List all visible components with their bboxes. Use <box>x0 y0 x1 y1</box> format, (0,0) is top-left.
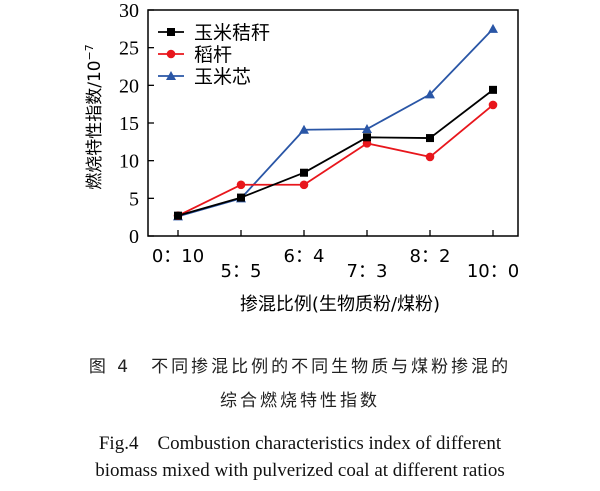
y-axis-label: 燃烧特性指数/10−7 <box>83 44 105 190</box>
data-point-s0-0 <box>174 211 182 220</box>
caption-chinese-line2: 综合燃烧特性指数 <box>220 391 380 411</box>
legend-marker-0 <box>167 28 175 36</box>
x-tick-label: 10：0 <box>467 261 519 282</box>
legend-label-2: 玉米芯 <box>194 66 251 88</box>
x-tick-label: 7：3 <box>347 261 388 282</box>
data-point-s1-4 <box>425 152 435 162</box>
series-line-1 <box>177 104 494 217</box>
y-tick-label: 30 <box>119 0 139 22</box>
data-point-s1-1 <box>236 180 246 190</box>
data-point-s2-4 <box>425 89 435 99</box>
data-point-s2-5 <box>488 23 498 33</box>
y-tick-label: 20 <box>119 75 139 97</box>
x-tick-label: 5：5 <box>221 261 262 282</box>
caption-english-line1: Fig.4 Combustion characteristics index o… <box>98 433 502 454</box>
chart-series-layer <box>173 23 498 221</box>
data-point-s0-2 <box>300 168 308 177</box>
data-point-s0-3 <box>363 133 371 142</box>
x-tick-label: 6：4 <box>284 246 325 267</box>
x-tick-label: 8：2 <box>410 246 451 267</box>
legend-label-1: 稻杆 <box>194 44 232 66</box>
x-tick-label: 0：10 <box>152 246 204 267</box>
series-line-0 <box>177 89 494 217</box>
y-tick-label: 25 <box>119 38 139 60</box>
caption-english-line2: biomass mixed with pulverized coal at di… <box>95 460 505 481</box>
y-tick-label: 15 <box>119 113 139 135</box>
data-point-s0-1 <box>237 193 245 202</box>
legend-marker-1 <box>166 49 176 59</box>
y-tick-label: 0 <box>129 226 139 248</box>
data-point-s1-5 <box>488 100 498 110</box>
legend-label-0: 玉米秸秆 <box>194 22 270 44</box>
data-point-s0-4 <box>426 134 434 143</box>
data-point-s2-3 <box>362 124 372 134</box>
y-tick-label: 10 <box>119 151 139 173</box>
caption-chinese-line1: 图 4 不同掺混比例的不同生物质与煤粉掺混的 <box>88 357 512 377</box>
chart-svg: 0 5 10 15 20 25 30 0：10 5：5 6：4 7：3 8：2 10：0 掺混比例(生物质… <box>83 0 519 315</box>
data-point-s1-2 <box>299 180 309 190</box>
data-point-s2-2 <box>299 124 309 134</box>
y-axis-label-exponent: −7 <box>83 44 96 60</box>
legend-marker-2 <box>166 71 176 80</box>
data-point-s0-5 <box>489 85 497 94</box>
y-tick-label: 5 <box>129 188 139 210</box>
x-axis-label: 掺混比例(生物质粉/煤粉) <box>240 294 440 315</box>
chart-axes: 0 5 10 15 20 25 30 0：10 5：5 6：4 7：3 8：2 10：0 掺混比例(生物质… <box>83 0 519 315</box>
